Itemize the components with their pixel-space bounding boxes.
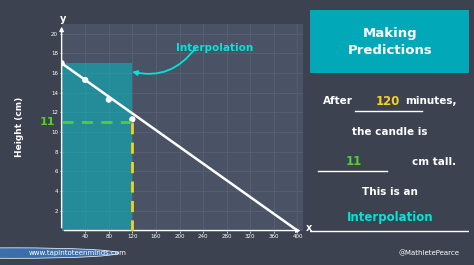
Text: Making
Predictions: Making Predictions bbox=[347, 27, 432, 57]
Text: Height (cm): Height (cm) bbox=[15, 97, 24, 157]
Point bbox=[105, 98, 113, 102]
Point bbox=[82, 78, 89, 82]
Text: After: After bbox=[323, 96, 353, 106]
Circle shape bbox=[0, 248, 118, 258]
Bar bbox=[62, 63, 132, 231]
Text: the candle is: the candle is bbox=[352, 127, 428, 136]
Text: x: x bbox=[306, 223, 312, 233]
Point bbox=[128, 117, 136, 121]
Bar bbox=[310, 10, 469, 73]
Text: 11: 11 bbox=[39, 117, 55, 127]
Text: www.tapintoteenminds.com: www.tapintoteenminds.com bbox=[28, 250, 126, 256]
Text: cm tall.: cm tall. bbox=[412, 157, 456, 167]
Text: @MathletePearce: @MathletePearce bbox=[399, 250, 460, 256]
Text: Interpolation: Interpolation bbox=[176, 43, 254, 54]
Text: Interpolation: Interpolation bbox=[346, 211, 433, 224]
Text: This is an: This is an bbox=[362, 187, 418, 197]
Text: minutes,: minutes, bbox=[405, 96, 456, 106]
Text: y: y bbox=[60, 14, 66, 24]
Text: 120: 120 bbox=[376, 95, 401, 108]
Point bbox=[58, 61, 65, 65]
Text: 11: 11 bbox=[345, 155, 362, 168]
